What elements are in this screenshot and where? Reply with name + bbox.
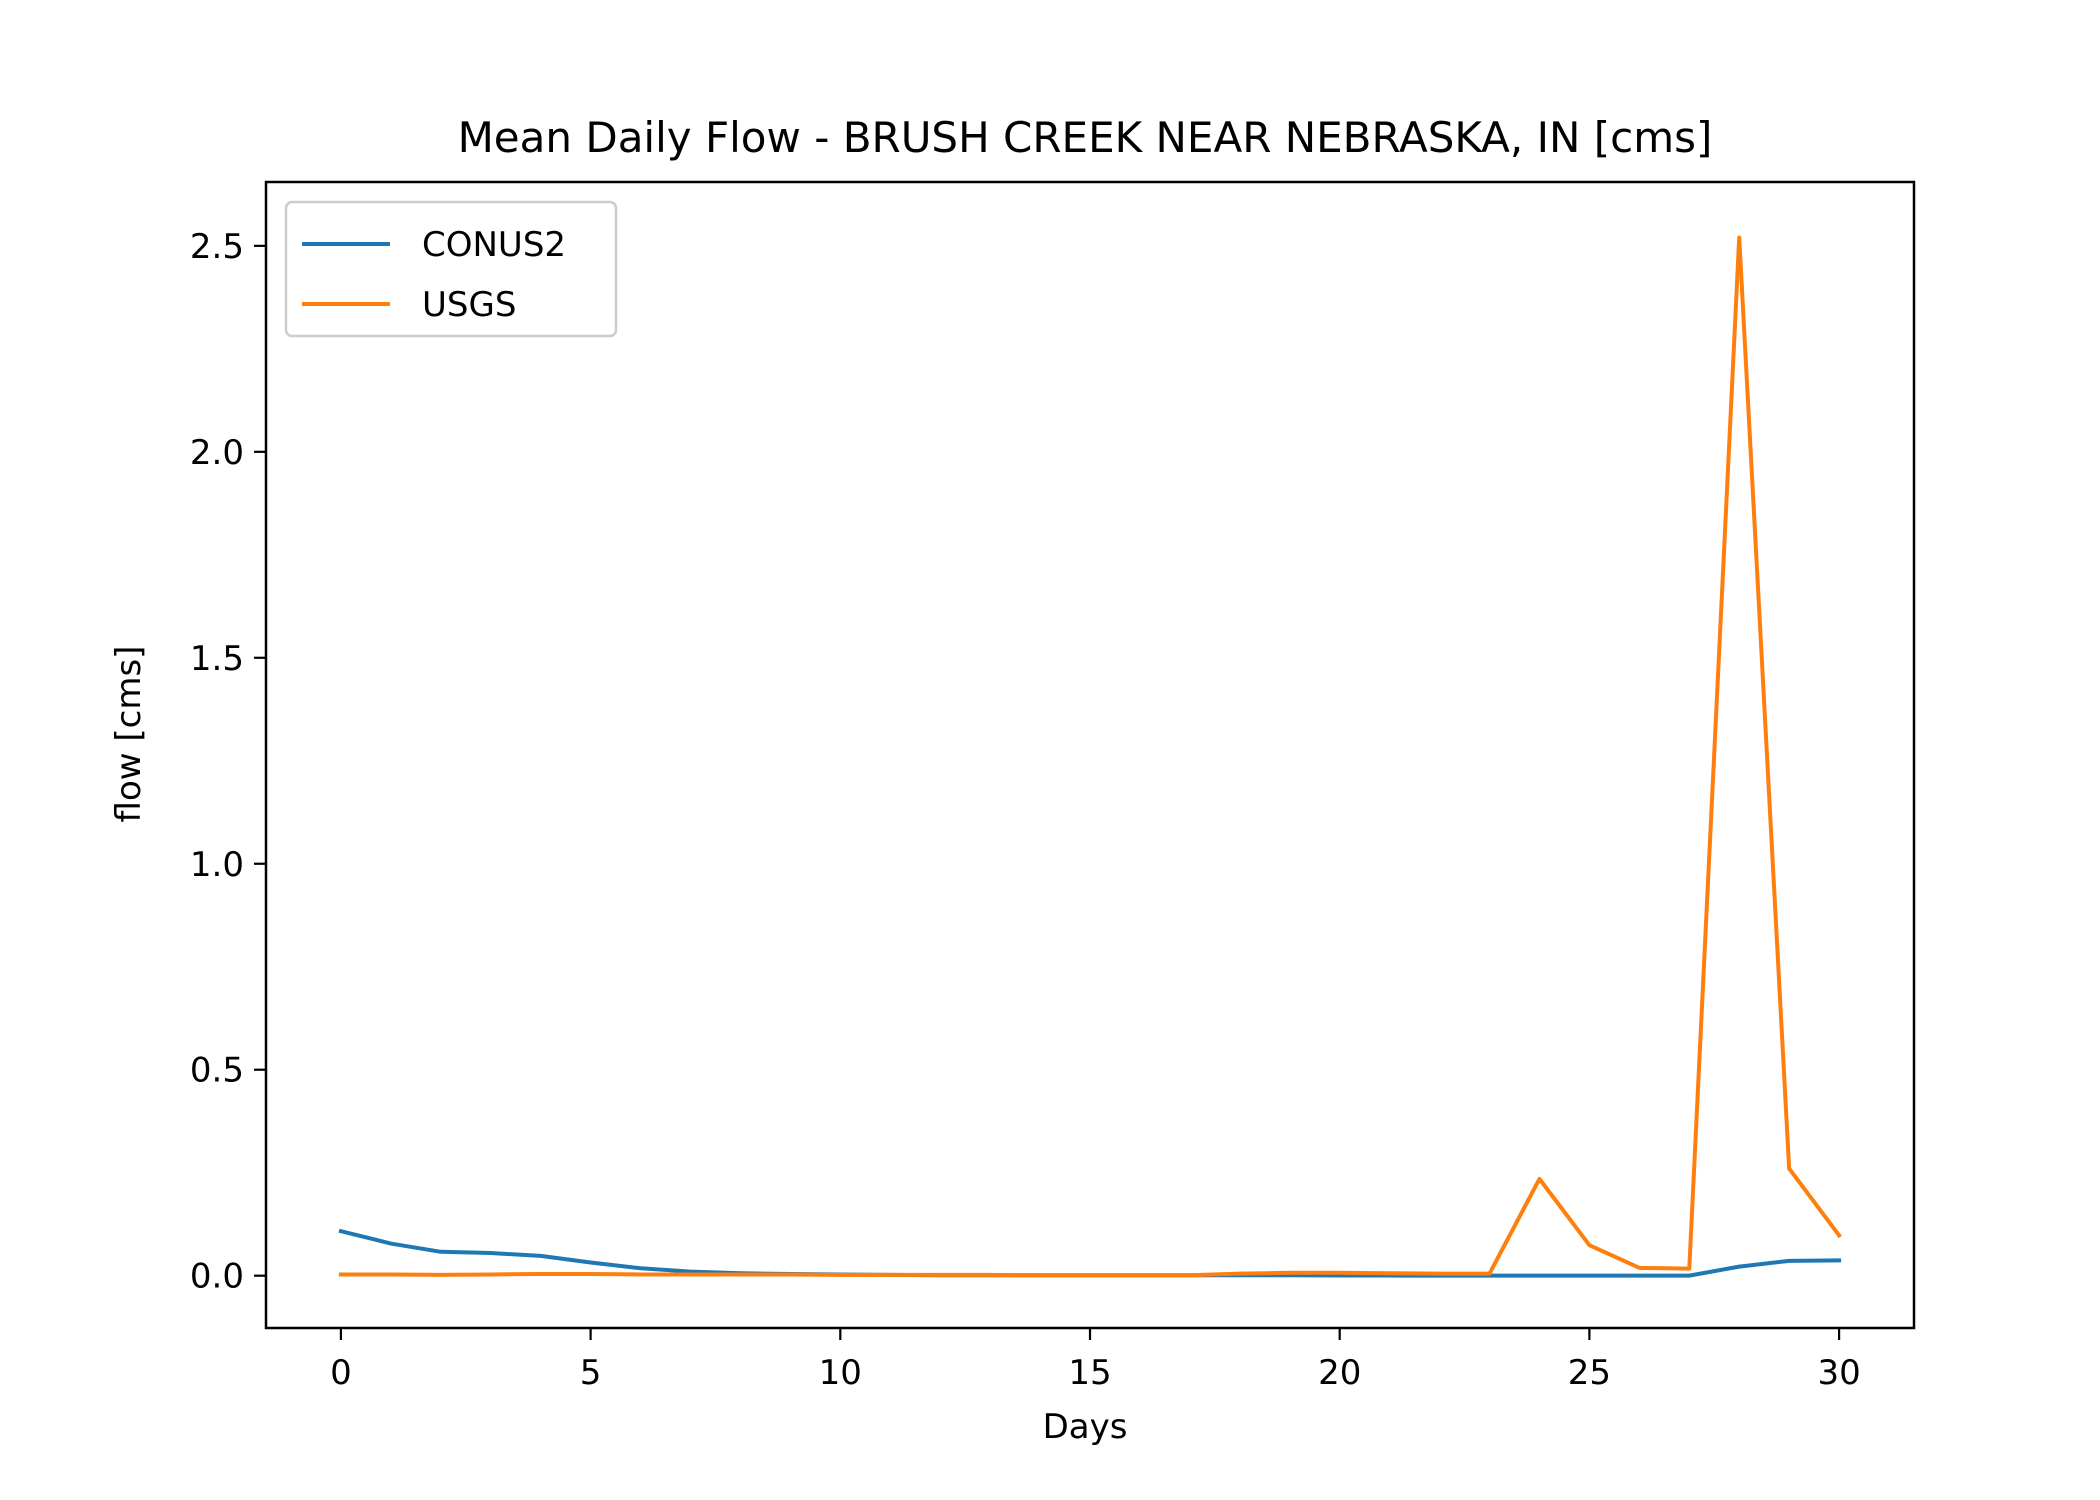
x-tick-label: 20 — [1318, 1353, 1361, 1393]
y-tick-label: 0.5 — [190, 1051, 244, 1091]
y-axis-label: flow [cms] — [109, 646, 149, 823]
x-tick-label: 0 — [330, 1353, 352, 1393]
y-axis: 0.0 0.5 1.0 1.5 2.0 2.5 — [190, 227, 266, 1297]
y-tick-label: 1.5 — [190, 639, 244, 679]
x-axis: 0 5 10 15 20 25 30 — [330, 1328, 1861, 1393]
y-tick-label: 2.5 — [190, 227, 244, 267]
series-lines — [338, 235, 1842, 1278]
x-tick-label: 5 — [580, 1353, 602, 1393]
legend-label-usgs: USGS — [422, 285, 516, 325]
x-tick-label: 25 — [1568, 1353, 1611, 1393]
axes-frame — [264, 180, 1916, 1330]
x-axis-label: Days — [1043, 1407, 1128, 1447]
legend-label-conus2: CONUS2 — [422, 225, 566, 265]
series-line-usgs — [338, 235, 1842, 1278]
legend: CONUS2 USGS — [284, 200, 618, 338]
y-tick-label: 1.0 — [190, 845, 244, 885]
x-tick-label: 10 — [819, 1353, 862, 1393]
chart-title: Mean Daily Flow - BRUSH CREEK NEAR NEBRA… — [458, 113, 1713, 162]
y-tick-label: 2.0 — [190, 433, 244, 473]
y-tick-label: 0.0 — [190, 1257, 244, 1297]
x-tick-label: 30 — [1817, 1353, 1860, 1393]
x-tick-label: 15 — [1068, 1353, 1111, 1393]
